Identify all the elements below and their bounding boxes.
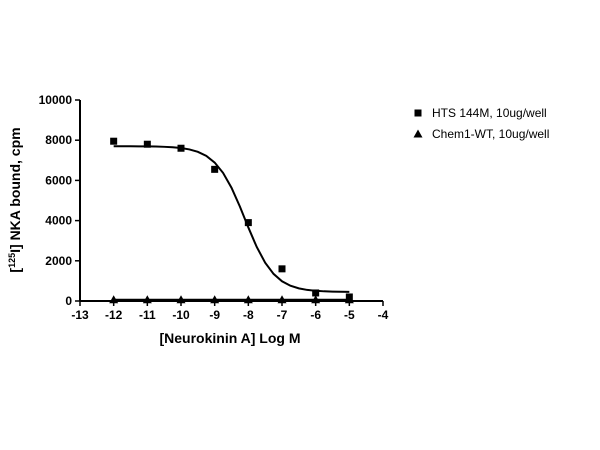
point (176, 295, 186, 304)
y-tick-label: 4000 (45, 214, 72, 228)
legend-label: Chem1-WT, 10ug/well (432, 127, 549, 141)
point (311, 295, 321, 304)
x-tick-label: -6 (310, 308, 321, 322)
point (143, 140, 151, 148)
y-tick-label: 6000 (45, 173, 72, 187)
x-tick-label: -9 (209, 308, 220, 322)
point (109, 295, 119, 304)
x-tick-label: -12 (105, 308, 123, 322)
point (277, 295, 287, 304)
point (110, 137, 118, 145)
legend-label: HTS 144M, 10ug/well (432, 106, 547, 120)
point (210, 295, 220, 304)
x-axis-label: [Neurokinin A] Log M (159, 330, 300, 346)
point (312, 289, 320, 297)
x-tick-label: -7 (277, 308, 288, 322)
point (278, 265, 286, 273)
point (177, 144, 185, 152)
y-axis-label: [125I] NKA bound, cpm (7, 127, 23, 272)
x-tick-label: -10 (172, 308, 190, 322)
y-tick-label: 2000 (45, 254, 72, 268)
y-tick-label: 0 (65, 294, 72, 308)
legend-marker (413, 129, 423, 138)
y-label-suffix: I] NKA bound, cpm (7, 127, 23, 252)
y-tick-label: 8000 (45, 133, 72, 147)
point (244, 219, 252, 227)
x-tick-label: -11 (139, 308, 156, 322)
point (344, 295, 354, 304)
y-tick-label: 10000 (39, 93, 73, 107)
point (211, 165, 219, 173)
x-tick-label: -13 (71, 308, 89, 322)
x-tick-label: -8 (243, 308, 254, 322)
x-tick-label: -4 (378, 308, 389, 322)
y-label-prefix: [ (7, 268, 23, 273)
x-tick-label: -5 (344, 308, 355, 322)
legend-marker (414, 109, 422, 117)
y-label-superscript: 125 (7, 253, 17, 268)
point (142, 295, 152, 304)
point (243, 295, 253, 304)
fit-curve (113, 145, 350, 293)
